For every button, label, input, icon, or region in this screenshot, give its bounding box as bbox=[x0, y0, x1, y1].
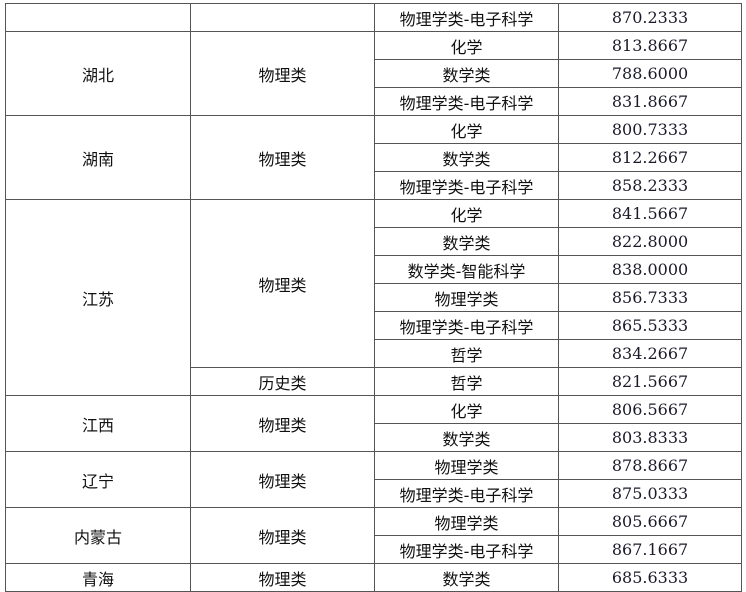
category-cell: 物理类 bbox=[190, 199, 375, 368]
score-cell: 813.8667 bbox=[558, 31, 742, 60]
province-cell: 湖北 bbox=[5, 31, 191, 116]
table-row: 青海 物理类 数学类 685.6333 bbox=[5, 563, 742, 592]
major-cell: 物理学类-电子科学 bbox=[374, 171, 559, 200]
table-row: 数学类 812.2667 bbox=[6, 143, 742, 172]
table-row: 物理学类-电子科学 831.8667 bbox=[6, 87, 742, 116]
score-cell: 878.8667 bbox=[558, 451, 742, 480]
table-row: 湖北 物理类 化学 813.8667 bbox=[5, 31, 742, 116]
major-cell: 数学类 bbox=[374, 59, 559, 88]
table-row: 数学类 803.8333 bbox=[6, 423, 742, 452]
admission-score-table: 物理学类-电子科学 870.2333 湖北 物理类 化学 813.8667 数学类 788.6… bbox=[5, 3, 742, 592]
table-row: 湖南 物理类 化学 800.7333 bbox=[5, 115, 742, 200]
score-cell: 867.1667 bbox=[558, 535, 742, 564]
score-cell: 800.7333 bbox=[558, 115, 742, 144]
category-cell bbox=[190, 3, 375, 32]
table-row: 物理学类-电子科学 858.2333 bbox=[6, 171, 742, 200]
score-cell: 870.2333 bbox=[558, 3, 742, 32]
major-cell: 数学类 bbox=[374, 227, 559, 256]
table-body: 物理学类-电子科学 870.2333 湖北 物理类 化学 813.8667 数学类 788.6… bbox=[5, 3, 742, 592]
table-row: 数学类 788.6000 bbox=[6, 59, 742, 88]
table-row: 江苏 物理类 化学 841.5667 bbox=[5, 199, 742, 396]
major-cell: 化学 bbox=[374, 395, 559, 424]
score-cell: 831.8667 bbox=[558, 87, 742, 116]
table-row: 物理学类-电子科学 867.1667 bbox=[6, 535, 742, 564]
table-row: 哲学 834.2667 bbox=[6, 339, 742, 368]
province-cell: 内蒙古 bbox=[5, 507, 191, 564]
category-cell: 物理类 bbox=[190, 451, 375, 508]
major-cell: 哲学 bbox=[374, 367, 559, 396]
major-cell: 物理学类-电子科学 bbox=[374, 3, 559, 32]
score-cell: 812.2667 bbox=[558, 143, 742, 172]
province-cell bbox=[5, 3, 191, 32]
major-cell: 数学类-智能科学 bbox=[374, 255, 559, 284]
province-cell: 辽宁 bbox=[5, 451, 191, 508]
table-row: 数学类-智能科学 838.0000 bbox=[6, 255, 742, 284]
province-cell: 江苏 bbox=[5, 199, 191, 396]
major-cell: 数学类 bbox=[374, 143, 559, 172]
table-row: 数学类 822.8000 bbox=[6, 227, 742, 256]
major-cell: 物理学类-电子科学 bbox=[374, 479, 559, 508]
score-cell: 821.5667 bbox=[558, 367, 742, 396]
category-cell: 历史类 bbox=[190, 367, 375, 396]
table-row: 历史类 哲学 821.5667 bbox=[6, 367, 742, 396]
table-row: 物理学类-电子科学 870.2333 bbox=[5, 3, 742, 32]
category-cell: 物理类 bbox=[190, 115, 375, 200]
major-cell: 化学 bbox=[374, 115, 559, 144]
major-cell: 物理学类-电子科学 bbox=[374, 87, 559, 116]
score-cell: 838.0000 bbox=[558, 255, 742, 284]
major-cell: 物理学类 bbox=[374, 283, 559, 312]
table-row: 物理学类 856.7333 bbox=[6, 283, 742, 312]
major-cell: 化学 bbox=[374, 31, 559, 60]
province-cell: 青海 bbox=[5, 563, 191, 592]
score-cell: 865.5333 bbox=[558, 311, 742, 340]
score-cell: 685.6333 bbox=[558, 563, 742, 592]
major-cell: 数学类 bbox=[374, 563, 559, 592]
score-cell: 858.2333 bbox=[558, 171, 742, 200]
table-row: 辽宁 物理类 物理学类 878.8667 bbox=[5, 451, 742, 508]
table-row: 物理学类-电子科学 875.0333 bbox=[6, 479, 742, 508]
category-cell: 物理类 bbox=[190, 31, 375, 116]
score-cell: 806.5667 bbox=[558, 395, 742, 424]
score-cell: 834.2667 bbox=[558, 339, 742, 368]
score-cell: 788.6000 bbox=[558, 59, 742, 88]
table-row: 内蒙古 物理类 物理学类 805.6667 bbox=[5, 507, 742, 564]
table-row: 江西 物理类 化学 806.5667 bbox=[5, 395, 742, 452]
table-row: 物理学类-电子科学 865.5333 bbox=[6, 311, 742, 340]
province-cell: 湖南 bbox=[5, 115, 191, 200]
score-cell: 875.0333 bbox=[558, 479, 742, 508]
score-cell: 822.8000 bbox=[558, 227, 742, 256]
major-cell: 物理学类 bbox=[374, 451, 559, 480]
major-cell: 化学 bbox=[374, 199, 559, 228]
score-cell: 841.5667 bbox=[558, 199, 742, 228]
category-cell: 物理类 bbox=[190, 395, 375, 452]
score-cell: 803.8333 bbox=[558, 423, 742, 452]
major-cell: 物理学类 bbox=[374, 507, 559, 536]
category-cell: 物理类 bbox=[190, 507, 375, 564]
major-cell: 物理学类-电子科学 bbox=[374, 311, 559, 340]
major-cell: 数学类 bbox=[374, 423, 559, 452]
major-cell: 哲学 bbox=[374, 339, 559, 368]
major-cell: 物理学类-电子科学 bbox=[374, 535, 559, 564]
score-cell: 856.7333 bbox=[558, 283, 742, 312]
score-cell: 805.6667 bbox=[558, 507, 742, 536]
province-cell: 江西 bbox=[5, 395, 191, 452]
category-cell: 物理类 bbox=[190, 563, 375, 592]
